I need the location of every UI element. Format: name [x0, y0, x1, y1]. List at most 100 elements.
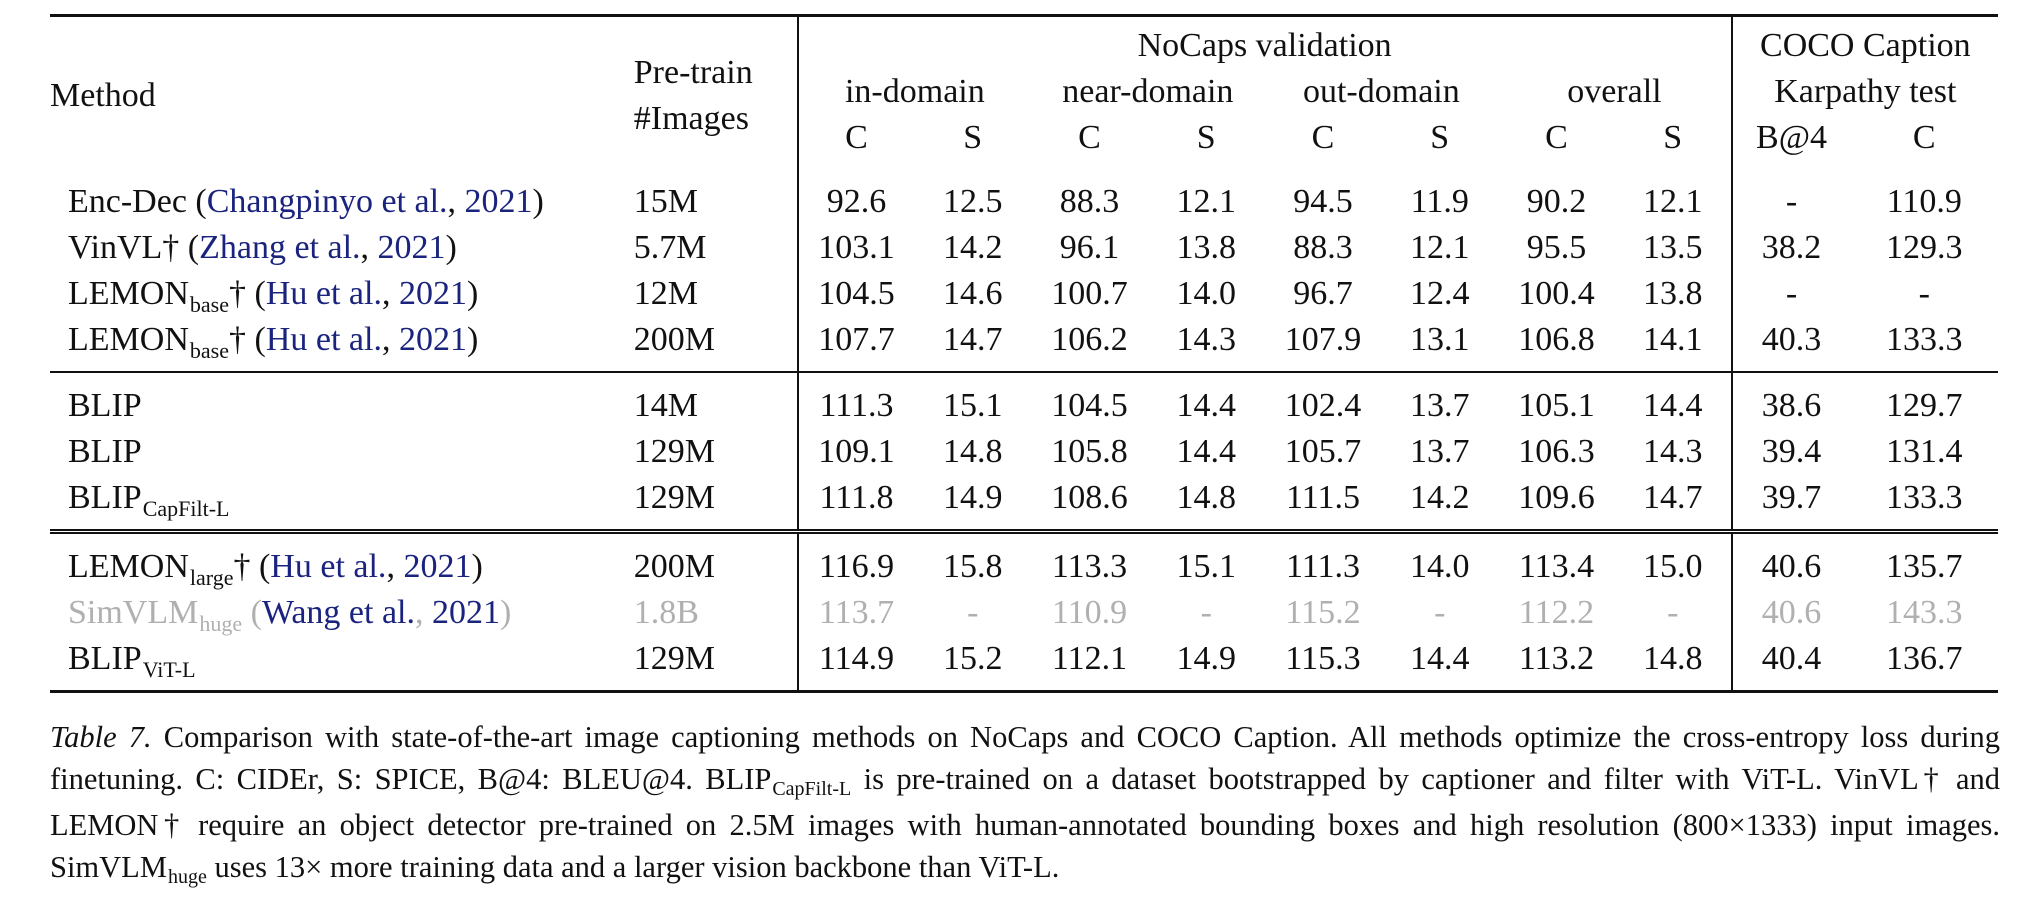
- caption-simvlm-subscript: huge: [167, 866, 207, 888]
- pretrain-header-line2: #Images: [633, 100, 749, 137]
- score-cell: 113.7: [796, 590, 915, 636]
- results-table-container: Method Pre-train #Images NoCaps validati…: [50, 14, 1998, 693]
- metric-header: S: [1196, 119, 1216, 156]
- score-cell: 129.7: [1850, 371, 1998, 429]
- score-cell: 39.4: [1730, 429, 1851, 475]
- pretrain-images-cell: 12M: [633, 275, 698, 312]
- score-cell: 12.5: [943, 183, 1003, 220]
- metric-header: S: [963, 119, 983, 156]
- method-name: BLIP: [68, 433, 142, 470]
- score-cell: 104.5: [796, 271, 915, 317]
- score-cell: 116.9: [796, 529, 915, 590]
- table-row: BLIP 129M 109.1 14.8 105.8 14.4 105.7 13.7 106.3…: [50, 429, 1998, 475]
- citation-separator: ,: [381, 275, 399, 312]
- citation-author: Hu et al.: [265, 275, 382, 312]
- score-cell: 133.3: [1885, 479, 1963, 516]
- score-cell: 13.1: [1410, 321, 1470, 358]
- score-cell: 112.1: [1031, 636, 1148, 693]
- score-cell: 14.1: [1643, 321, 1703, 358]
- citation-close-paren: ): [532, 183, 544, 220]
- score-cell: 15.8: [914, 529, 1032, 590]
- pretrain-images-cell: 15M: [633, 183, 698, 220]
- score-cell: 143.3: [1885, 594, 1963, 631]
- citation-open-paren: (: [179, 229, 200, 266]
- pretrain-images-cell: 200M: [633, 321, 715, 358]
- citation-author: Changpinyo et al.: [206, 183, 448, 220]
- score-cell: 14.3: [1643, 433, 1703, 470]
- table-row: VinVL† (Zhang et al., 2021) 5.7M 103.1 14.2…: [50, 225, 1998, 271]
- score-cell: 13.7: [1381, 371, 1499, 429]
- score-cell: 107.9: [1284, 321, 1362, 358]
- score-cell: -: [1730, 169, 1851, 225]
- method-subscript: CapFilt-L: [142, 496, 230, 521]
- pretrain-images-cell: 200M: [633, 529, 798, 590]
- caption-text-2: is pre-trained on a dataset bootstrapped…: [50, 762, 2001, 842]
- score-cell: 96.1: [1059, 229, 1120, 266]
- method-cell: BLIP: [50, 371, 634, 429]
- score-cell: 90.2: [1526, 183, 1587, 220]
- metric-header: B@4: [1730, 115, 1851, 169]
- score-cell: 108.6: [1051, 479, 1128, 516]
- score-cell: 110.9: [1051, 594, 1128, 631]
- caption-simvlm: SimVLM: [50, 850, 167, 884]
- citation-open-paren: (: [245, 275, 266, 312]
- score-cell: 14.9: [943, 479, 1003, 516]
- score-cell: 111.8: [796, 475, 915, 532]
- method-cell: VinVL† (Zhang et al., 2021): [50, 225, 634, 271]
- metric-header-row: C S C S C S C S B@4 C: [50, 115, 1998, 169]
- citation-author: Wang et al.: [261, 594, 415, 631]
- group-header-in-domain: in-domain: [796, 69, 1032, 115]
- score-cell: 92.6: [796, 169, 915, 225]
- score-cell: 40.6: [1730, 590, 1851, 636]
- pretrain-header: Pre-train #Images: [633, 14, 798, 169]
- dagger-mark: †: [228, 275, 246, 312]
- method-name: SimVLM: [68, 594, 199, 631]
- citation-separator: ,: [447, 183, 465, 220]
- coco-header-line1: COCO Caption: [1730, 14, 1998, 69]
- metric-header: S: [1663, 119, 1683, 156]
- method-name: BLIP: [68, 387, 142, 424]
- score-cell: 14.2: [943, 229, 1003, 266]
- method-name: LEMON: [68, 275, 189, 312]
- score-cell: 96.7: [1293, 275, 1353, 312]
- score-cell: 109.6: [1518, 479, 1595, 516]
- table-row: LEMONbase† (Hu et al., 2021) 200M 107.7 14.…: [50, 317, 1998, 372]
- score-cell: 14.9: [1147, 636, 1265, 693]
- score-cell: 110.9: [1886, 183, 1962, 220]
- score-cell: 12.1: [1643, 183, 1703, 220]
- score-cell: 113.2: [1498, 636, 1615, 693]
- citation-open-paren: (: [245, 321, 266, 358]
- score-cell: 100.4: [1518, 275, 1595, 312]
- method-cell: Enc-Dec (Changpinyo et al., 2021): [50, 169, 634, 225]
- citation-separator: ,: [360, 229, 378, 266]
- score-cell: 111.3: [796, 371, 915, 429]
- score-cell: 105.8: [1051, 433, 1128, 470]
- score-cell: -: [1667, 594, 1679, 631]
- caption-blip-subscript: CapFilt-L: [772, 778, 852, 800]
- citation-close-paren: ): [500, 594, 512, 631]
- dagger-mark: †: [228, 321, 246, 358]
- score-cell: 133.3: [1885, 321, 1963, 358]
- table-row: BLIPViT-L 129M 114.9 15.2 112.1 14.9 115.3 14.4…: [50, 636, 1998, 693]
- method-subscript: large: [189, 565, 234, 590]
- citation-close-paren: ): [445, 229, 457, 266]
- method-name: LEMON: [68, 321, 189, 358]
- table-row: BLIP 14M 111.3 15.1 104.5 14.4 102.4 13.7 105.1 1…: [50, 371, 1998, 429]
- score-cell: 112.2: [1518, 594, 1595, 631]
- pretrain-images-cell: 129M: [633, 433, 715, 470]
- score-cell: 14.4: [1381, 636, 1499, 693]
- score-cell: -: [1200, 594, 1212, 631]
- score-cell: 94.5: [1293, 183, 1353, 220]
- score-cell: 136.7: [1850, 636, 1998, 693]
- score-cell: 88.3: [1293, 229, 1353, 266]
- score-cell: 13.5: [1643, 229, 1703, 266]
- method-cell: LEMONbase† (Hu et al., 2021): [50, 317, 634, 372]
- score-cell: 129.3: [1885, 229, 1963, 266]
- score-cell: 14.8: [1176, 479, 1237, 516]
- citation-separator: ,: [381, 321, 399, 358]
- score-cell: 105.7: [1284, 433, 1362, 470]
- citation-year: 2021: [403, 548, 472, 585]
- score-cell: 114.9: [796, 636, 915, 693]
- caption-text-3: uses 13× more training data and a larger…: [206, 850, 1060, 884]
- method-cell: BLIPCapFilt-L: [50, 475, 634, 532]
